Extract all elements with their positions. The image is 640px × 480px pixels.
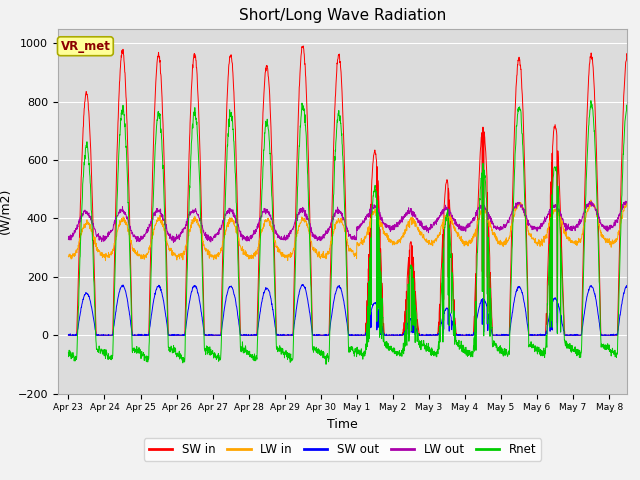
Y-axis label: (W/m2): (W/m2) [0,188,12,234]
SW in [392,332,399,338]
LW out [170,240,177,245]
SW out [531,332,539,338]
LW in [65,253,72,259]
Rnet [587,98,595,104]
SW out [122,291,130,297]
LW in [122,219,130,225]
SW out [299,282,307,288]
Line: Rnet: Rnet [68,101,640,364]
Rnet [122,144,130,150]
LW in [634,231,640,237]
SW out [634,332,640,338]
SW in [563,332,571,338]
LW in [247,255,255,261]
Legend: SW in, LW in, SW out, LW out, Rnet: SW in, LW in, SW out, LW out, Rnet [144,438,541,461]
LW in [563,236,571,241]
SW in [246,332,254,338]
SW in [300,43,307,49]
LW out [247,235,255,241]
Text: VR_met: VR_met [60,40,110,53]
SW in [633,332,640,338]
LW in [102,258,109,264]
LW out [634,222,640,228]
Rnet [65,350,72,356]
SW out [65,332,72,338]
SW out [564,332,572,338]
Rnet [634,342,640,348]
LW in [587,197,595,203]
SW in [122,94,130,99]
SW out [392,332,400,338]
LW out [122,212,130,217]
LW in [392,240,399,246]
Rnet [563,344,571,350]
Line: SW out: SW out [68,285,640,335]
SW in [65,332,72,338]
LW out [531,224,538,229]
Line: LW out: LW out [68,201,640,242]
Line: SW in: SW in [68,46,640,335]
SW in [531,332,538,338]
Rnet [246,352,254,358]
Rnet [322,361,330,367]
X-axis label: Time: Time [327,418,358,431]
Rnet [392,349,399,355]
LW out [392,224,399,230]
LW in [531,240,538,245]
SW out [247,332,255,338]
Rnet [531,349,538,355]
LW out [563,225,571,230]
Line: LW in: LW in [68,200,640,261]
LW out [623,198,631,204]
SW out [66,332,74,338]
LW out [65,236,72,242]
Title: Short/Long Wave Radiation: Short/Long Wave Radiation [239,9,446,24]
